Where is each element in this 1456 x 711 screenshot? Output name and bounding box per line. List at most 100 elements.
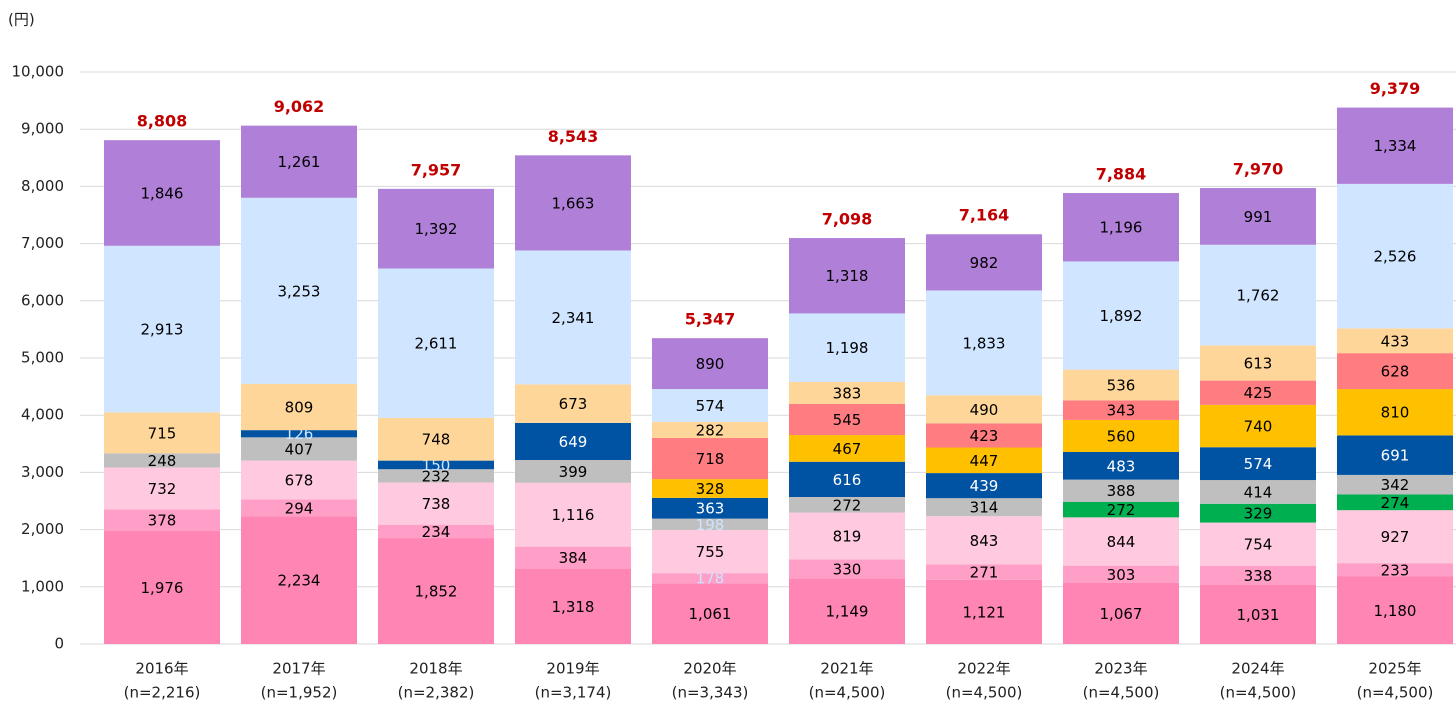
data-label: 718 (696, 450, 725, 468)
data-label: 1,067 (1100, 605, 1143, 623)
data-label: 732 (148, 480, 177, 498)
bar-segment (1200, 188, 1316, 245)
data-label: 2,234 (278, 572, 321, 590)
bar-segment (1063, 517, 1179, 566)
total-label: 7,970 (1233, 160, 1284, 179)
bar-segment (378, 460, 494, 470)
sample-size-label: (n=1,952) (261, 684, 338, 702)
bar-segment (926, 234, 1042, 291)
bar-segment (1337, 107, 1453, 184)
data-label: 1,196 (1100, 219, 1143, 237)
x-tick-label: 2023年 (1094, 660, 1147, 678)
bar-segment (926, 579, 1042, 644)
bar-segment (789, 512, 905, 560)
data-label: 927 (1381, 528, 1410, 546)
data-label: 2,913 (141, 321, 184, 339)
bar-segment (104, 530, 220, 644)
data-label: 447 (970, 452, 999, 470)
bar-segment (926, 498, 1042, 517)
y-tick-label: 1,000 (21, 577, 64, 595)
bar-segment (789, 403, 905, 436)
data-label: 234 (422, 523, 451, 541)
y-tick-label: 2,000 (21, 520, 64, 538)
data-label: 303 (1107, 566, 1136, 584)
bar-segment (515, 155, 631, 251)
bar-segment (241, 460, 357, 500)
x-tick-label: 2019年 (546, 660, 599, 678)
data-label: 748 (422, 431, 451, 449)
bar-segment (1063, 193, 1179, 262)
x-tick-label: 2016年 (135, 660, 188, 678)
bar-segment (515, 384, 631, 423)
bar-segment (378, 538, 494, 644)
data-label: 2,341 (552, 309, 595, 327)
data-label: 755 (696, 543, 725, 561)
data-label: 330 (833, 560, 862, 578)
bar-segment (1063, 479, 1179, 502)
bar-segment (789, 381, 905, 404)
bar-segment (1337, 510, 1453, 564)
data-label: 1,318 (826, 267, 869, 285)
bar-segment (1200, 404, 1316, 448)
bar-segment (1063, 419, 1179, 452)
bar-segment (789, 578, 905, 644)
sample-size-label: (n=3,343) (672, 684, 749, 702)
bar-segment (789, 435, 905, 462)
data-label: 282 (696, 421, 725, 439)
bar-segment (1337, 328, 1453, 354)
bar-segment (104, 412, 220, 454)
total-label: 7,957 (411, 160, 462, 179)
data-label: 1,833 (963, 334, 1006, 352)
bar-segment (1200, 503, 1316, 523)
data-label: 232 (422, 467, 451, 485)
bar-segment (378, 524, 494, 539)
data-label: 329 (1244, 505, 1273, 523)
bar-segment (1200, 480, 1316, 504)
data-label: 1,762 (1237, 287, 1280, 305)
data-label: 178 (696, 570, 725, 588)
data-label: 399 (559, 463, 588, 481)
data-label: 1,976 (141, 579, 184, 597)
bar-segment (241, 125, 357, 198)
sample-size-label: (n=4,500) (1083, 684, 1160, 702)
sample-size-label: (n=4,500) (946, 684, 1023, 702)
data-label: 1,846 (141, 184, 184, 202)
data-label: 248 (148, 452, 177, 470)
bar-segment (652, 389, 768, 422)
bar-segment (1200, 447, 1316, 481)
data-label: 890 (696, 355, 725, 373)
data-label: 1,180 (1374, 602, 1417, 620)
bar-segment (104, 467, 220, 510)
data-label: 613 (1244, 355, 1273, 373)
data-label: 272 (833, 496, 862, 514)
bar-segment (1063, 582, 1179, 644)
data-label: 343 (1107, 402, 1136, 420)
data-label: 414 (1244, 483, 1273, 501)
data-label: 628 (1381, 363, 1410, 381)
data-label: 2,526 (1374, 248, 1417, 266)
data-label: 467 (833, 440, 862, 458)
y-tick-label: 10,000 (12, 63, 65, 81)
data-label: 982 (970, 254, 999, 272)
bar-segment (241, 197, 357, 384)
data-label: 1,061 (689, 605, 732, 623)
bar-segment (926, 473, 1042, 499)
bar-segment (1063, 400, 1179, 420)
bar-segment (652, 497, 768, 519)
bar-segment (926, 395, 1042, 424)
x-tick-label: 2020年 (683, 660, 736, 678)
bar-segment (926, 447, 1042, 474)
y-unit: (円) (8, 11, 35, 29)
bar-segment (241, 437, 357, 461)
bar-segment (515, 422, 631, 460)
data-label: 574 (1244, 455, 1273, 473)
bar-segment (652, 529, 768, 574)
data-label: 483 (1107, 457, 1136, 475)
bar-segment (1337, 494, 1453, 511)
data-label: 1,031 (1237, 606, 1280, 624)
bar-segment (104, 140, 220, 246)
data-label: 1,318 (552, 598, 595, 616)
data-label: 649 (559, 433, 588, 451)
